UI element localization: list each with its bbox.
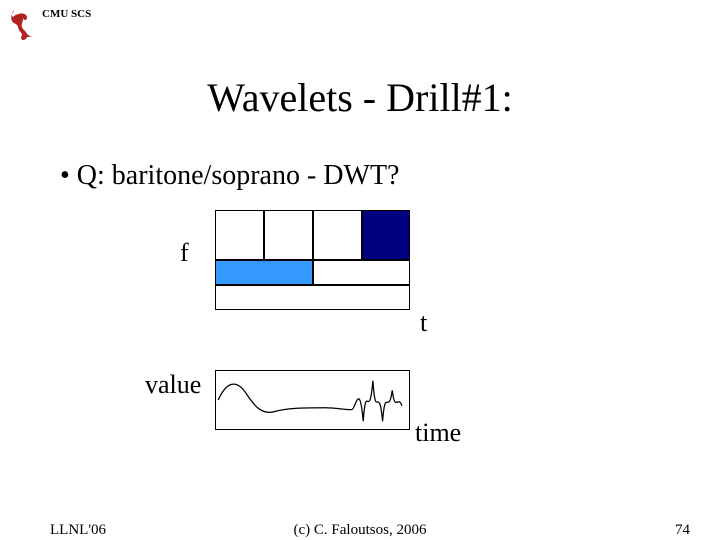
signal-waveform: [216, 371, 409, 429]
signal-time-label: time: [415, 418, 461, 448]
tf-cell: [313, 260, 410, 285]
tf-t-axis-label: t: [420, 308, 427, 338]
tf-cell: [215, 210, 264, 260]
tf-cell: [215, 285, 410, 310]
tf-cell: [215, 260, 313, 285]
footer-page-number: 74: [675, 522, 690, 539]
slide-title: Wavelets - Drill#1:: [0, 74, 720, 121]
header-org-text: CMU SCS: [42, 8, 91, 20]
signal-plot: [215, 370, 410, 430]
signal-value-label: value: [145, 370, 201, 400]
bullet-question: • Q: baritone/soprano - DWT?: [60, 160, 399, 192]
tf-cell: [264, 210, 313, 260]
footer-copyright: (c) C. Faloutsos, 2006: [0, 522, 720, 539]
tf-f-axis-label: f: [180, 238, 189, 268]
griffin-icon: [8, 8, 36, 42]
header-logo: CMU SCS: [8, 8, 91, 42]
tf-cell: [362, 210, 410, 260]
tf-cell: [313, 210, 362, 260]
time-frequency-grid: [215, 210, 410, 310]
